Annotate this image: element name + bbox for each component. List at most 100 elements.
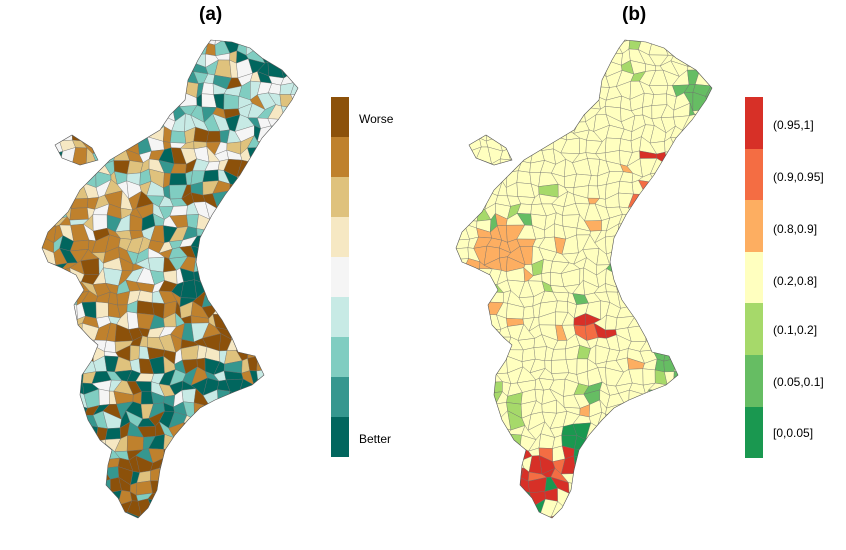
municipality-polygon [269, 425, 284, 436]
municipality-polygon [682, 311, 696, 332]
municipality-polygon [301, 405, 319, 419]
municipality-polygon [544, 84, 558, 100]
municipality-polygon [126, 40, 144, 46]
municipality-polygon [473, 106, 490, 119]
municipality-polygon [554, 521, 568, 536]
municipality-polygon [661, 423, 679, 439]
municipality-polygon [71, 114, 87, 128]
municipality-polygon [27, 523, 43, 538]
municipality-polygon [290, 478, 298, 497]
municipality-polygon [227, 259, 242, 275]
municipality-polygon [684, 173, 702, 185]
municipality-polygon [247, 340, 262, 353]
municipality-polygon [456, 103, 458, 122]
municipality-polygon [271, 347, 288, 363]
municipality-polygon [672, 346, 688, 359]
municipality-polygon [281, 527, 297, 539]
municipality-polygon [291, 194, 298, 208]
municipality-polygon [500, 88, 508, 95]
municipality-polygon [226, 269, 239, 283]
municipality-polygon [250, 472, 262, 484]
municipality-polygon [465, 286, 477, 299]
municipality-polygon [85, 501, 97, 517]
municipality-polygon [42, 477, 54, 494]
municipality-polygon [705, 169, 712, 189]
municipality-polygon [30, 418, 40, 429]
municipality-polygon [59, 40, 75, 56]
municipality-polygon [456, 117, 458, 133]
municipality-polygon [214, 273, 228, 282]
municipality-polygon [291, 390, 298, 409]
municipality-polygon [73, 62, 86, 75]
municipality-polygon [717, 257, 734, 274]
municipality-polygon [50, 345, 60, 361]
municipality-polygon [96, 443, 109, 460]
municipality-polygon [72, 83, 90, 100]
municipality-polygon [695, 40, 712, 41]
municipality-polygon [506, 75, 524, 89]
municipality-polygon [58, 477, 75, 496]
municipality-polygon [616, 465, 635, 483]
municipality-polygon [162, 40, 174, 49]
municipality-polygon [142, 43, 155, 50]
municipality-polygon [283, 256, 297, 270]
municipality-polygon [42, 91, 54, 110]
municipality-polygon [186, 214, 199, 229]
municipality-polygon [51, 401, 64, 413]
municipality-polygon [626, 515, 647, 518]
municipality-polygon [42, 273, 44, 288]
municipality-polygon [456, 238, 470, 249]
municipality-polygon [716, 314, 727, 325]
municipality-polygon [705, 435, 712, 451]
municipality-polygon [715, 522, 732, 540]
municipality-polygon [148, 525, 165, 537]
municipality-polygon [486, 328, 502, 338]
municipality-polygon [516, 238, 536, 247]
municipality-polygon [585, 40, 598, 43]
municipality-polygon [464, 344, 478, 359]
municipality-polygon [462, 191, 480, 210]
municipality-polygon [683, 270, 701, 286]
municipality-polygon [594, 40, 610, 43]
municipality-polygon [59, 525, 73, 533]
municipality-polygon [249, 179, 266, 195]
municipality-polygon [465, 124, 480, 139]
municipality-polygon [621, 445, 632, 462]
legend-a-better-label: Better [359, 432, 392, 446]
municipality-polygon [572, 40, 591, 44]
municipality-polygon [42, 500, 52, 512]
municipality-polygon [693, 203, 712, 219]
municipality-polygon [584, 488, 602, 502]
municipality-polygon [456, 124, 469, 139]
municipality-polygon [307, 329, 318, 342]
municipality-polygon [280, 495, 298, 508]
municipality-polygon [42, 136, 55, 155]
municipality-polygon [158, 467, 177, 482]
municipality-polygon [528, 116, 548, 131]
municipality-polygon [620, 487, 633, 504]
municipality-polygon [223, 93, 240, 110]
municipality-polygon [279, 413, 296, 431]
municipality-polygon [239, 477, 252, 493]
municipality-polygon [472, 411, 492, 429]
municipality-polygon [172, 470, 186, 483]
municipality-polygon [302, 491, 315, 507]
municipality-polygon [485, 40, 498, 45]
municipality-polygon [693, 488, 712, 504]
municipality-polygon [444, 466, 453, 484]
municipality-polygon [456, 410, 458, 426]
municipality-polygon [483, 61, 502, 74]
legend-a-swatch-2 [331, 177, 349, 217]
municipality-polygon [517, 160, 531, 173]
municipality-polygon [606, 432, 624, 447]
municipality-polygon [239, 313, 253, 328]
municipality-polygon [113, 40, 128, 51]
municipality-polygon [651, 31, 665, 38]
municipality-polygon [497, 433, 508, 450]
municipality-polygon [651, 399, 663, 420]
municipality-polygon [538, 55, 553, 64]
municipality-polygon [506, 477, 521, 496]
municipality-polygon [485, 106, 499, 119]
municipality-polygon [577, 484, 589, 496]
municipality-polygon [42, 47, 56, 65]
